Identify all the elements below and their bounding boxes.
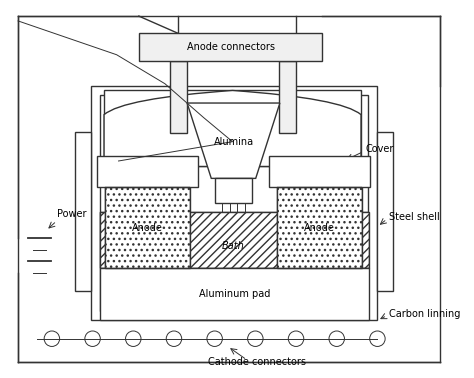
Text: Steel shell: Steel shell (389, 212, 440, 222)
Polygon shape (187, 103, 280, 178)
Text: Power: Power (57, 209, 86, 219)
Text: Alumina: Alumina (213, 137, 254, 147)
Bar (277, 187, 362, 268)
Bar (100, 212, 369, 268)
Text: Aluminum pad: Aluminum pad (199, 289, 270, 299)
Bar (279, 60, 296, 133)
Bar (100, 95, 368, 311)
Text: Anode: Anode (132, 223, 163, 232)
PathPatch shape (104, 90, 361, 166)
Bar (215, 178, 252, 203)
Text: Bath: Bath (222, 241, 245, 251)
Text: Anode: Anode (304, 223, 335, 232)
Text: Carbon linning: Carbon linning (389, 308, 460, 319)
Bar (100, 212, 369, 268)
Bar (170, 60, 187, 133)
Text: Anode connectors: Anode connectors (187, 42, 274, 52)
Bar (91, 86, 377, 321)
Bar (105, 187, 190, 268)
Bar (139, 34, 322, 60)
Text: Cathode connectors: Cathode connectors (208, 357, 306, 367)
Bar (105, 187, 190, 268)
Bar (75, 132, 91, 291)
Bar (277, 187, 362, 268)
Bar (97, 156, 198, 187)
Text: Cover: Cover (366, 144, 394, 154)
Bar (100, 268, 369, 321)
Bar (377, 132, 393, 291)
Bar (269, 156, 370, 187)
Bar (104, 90, 361, 166)
